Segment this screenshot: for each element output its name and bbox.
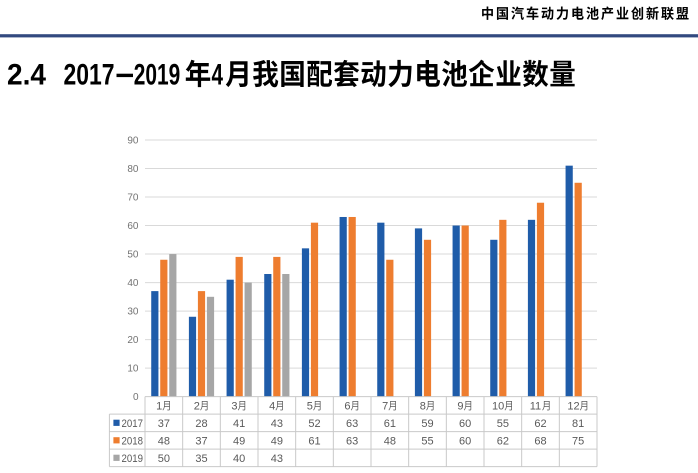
svg-text:50: 50 [127,250,139,261]
svg-text:62: 62 [497,435,509,447]
svg-text:40: 40 [233,453,245,465]
svg-text:2018: 2018 [122,435,144,447]
svg-text:30: 30 [127,307,139,318]
svg-text:60: 60 [459,435,471,447]
svg-text:11: 11 [530,401,541,413]
svg-text:6: 6 [344,401,350,413]
svg-text:81: 81 [572,418,584,430]
svg-text:37: 37 [195,435,207,447]
svg-text:3: 3 [231,401,237,413]
svg-text:40: 40 [127,278,139,289]
svg-text:2.4: 2.4 [7,59,46,92]
svg-text:50: 50 [158,453,170,465]
svg-text:61: 61 [308,435,320,447]
svg-text:0: 0 [133,392,139,403]
svg-text:2019: 2019 [122,453,144,465]
svg-text:60: 60 [459,418,471,430]
svg-text:2019: 2019 [134,59,181,92]
svg-text:1: 1 [156,401,162,413]
svg-text:2017: 2017 [122,418,144,430]
svg-text:68: 68 [534,435,546,447]
svg-text:4: 4 [269,401,275,413]
svg-text:8: 8 [420,401,426,413]
svg-text:2017: 2017 [64,59,115,92]
svg-text:43: 43 [271,453,283,465]
svg-text:49: 49 [233,435,245,447]
svg-text:55: 55 [421,435,433,447]
svg-text:60: 60 [127,221,139,232]
svg-text:63: 63 [346,435,358,447]
svg-text:35: 35 [195,453,207,465]
svg-text:49: 49 [271,435,283,447]
svg-text:10: 10 [492,401,504,413]
svg-text:63: 63 [346,418,358,430]
svg-text:10: 10 [127,364,139,375]
svg-text:41: 41 [233,418,245,430]
svg-text:43: 43 [271,418,283,430]
svg-text:62: 62 [534,418,546,430]
svg-text:80: 80 [127,164,139,175]
svg-text:37: 37 [158,418,170,430]
svg-text:48: 48 [384,435,396,447]
svg-text:75: 75 [572,435,584,447]
svg-text:12: 12 [567,401,579,413]
svg-text:52: 52 [308,418,320,430]
svg-text:20: 20 [127,335,139,346]
svg-text:5: 5 [307,401,313,413]
svg-text:70: 70 [127,193,139,204]
svg-text:90: 90 [127,136,139,147]
svg-text:59: 59 [421,418,433,430]
svg-text:28: 28 [195,418,207,430]
svg-text:9: 9 [457,401,463,413]
svg-text:61: 61 [384,418,396,430]
svg-text:7: 7 [382,401,388,413]
svg-text:48: 48 [158,435,170,447]
svg-text:4: 4 [212,59,224,92]
svg-text:2: 2 [194,401,200,413]
svg-text:55: 55 [497,418,509,430]
